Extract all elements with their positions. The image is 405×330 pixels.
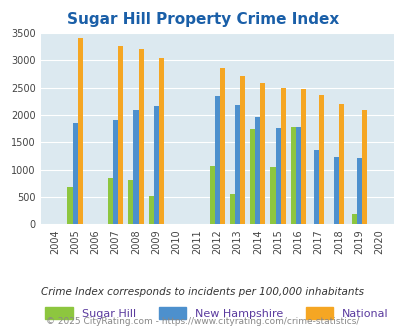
Text: © 2025 CityRating.com - https://www.cityrating.com/crime-statistics/: © 2025 CityRating.com - https://www.city…	[46, 317, 359, 326]
Bar	[229, 194, 234, 224]
Bar	[113, 120, 118, 224]
Bar	[290, 127, 295, 224]
Bar	[138, 49, 143, 224]
Bar	[255, 117, 260, 224]
Bar	[318, 95, 323, 224]
Bar	[118, 46, 123, 224]
Bar	[108, 179, 113, 224]
Bar	[133, 110, 138, 224]
Bar	[239, 76, 245, 224]
Bar	[209, 166, 214, 224]
Bar	[214, 96, 219, 224]
Bar	[338, 104, 343, 224]
Bar	[72, 123, 77, 224]
Bar	[153, 106, 158, 224]
Bar	[77, 38, 83, 224]
Bar	[158, 58, 164, 224]
Bar	[300, 89, 305, 224]
Bar	[313, 150, 318, 224]
Bar	[351, 214, 356, 224]
Bar	[128, 180, 133, 224]
Bar	[260, 83, 265, 224]
Legend: Sugar Hill, New Hampshire, National: Sugar Hill, New Hampshire, National	[41, 303, 392, 323]
Bar	[270, 167, 275, 224]
Bar	[295, 126, 300, 224]
Bar	[249, 129, 255, 224]
Bar	[333, 157, 338, 224]
Bar	[356, 158, 361, 224]
Bar	[361, 110, 366, 224]
Text: Crime Index corresponds to incidents per 100,000 inhabitants: Crime Index corresponds to incidents per…	[41, 287, 364, 297]
Bar	[67, 187, 72, 224]
Bar	[280, 88, 285, 224]
Bar	[219, 68, 224, 224]
Bar	[234, 105, 239, 224]
Text: Sugar Hill Property Crime Index: Sugar Hill Property Crime Index	[67, 12, 338, 26]
Bar	[275, 128, 280, 224]
Bar	[148, 196, 153, 224]
